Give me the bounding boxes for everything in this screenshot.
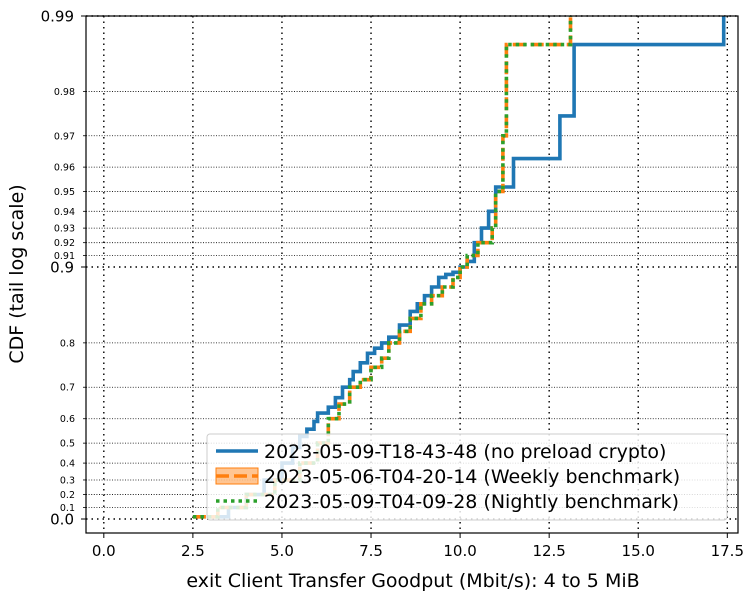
y-axis-label: CDF (tail log scale) xyxy=(6,184,28,363)
y-minor-tick-label: 0.91 xyxy=(54,251,75,262)
y-minor-tick-label: 0.8 xyxy=(60,338,75,349)
legend-label-weekly-benchmark: 2023-05-06-T04-20-14 (Weekly benchmark) xyxy=(264,466,680,488)
x-tick-label: 10.0 xyxy=(443,542,476,560)
y-axis-ticks: 0.1 0.2 0.3 0.4 0.5 0.6 0.7 0.8 0.91 0.92 0.93 0.94… xyxy=(41,8,86,529)
x-tick-label: 0.0 xyxy=(92,542,116,560)
x-tick-label: 17.5 xyxy=(711,542,744,560)
series-nightly-benchmark xyxy=(192,16,573,519)
y-minor-tick-label: 0.7 xyxy=(60,383,75,394)
x-tick-label: 12.5 xyxy=(532,542,565,560)
y-minor-tick-label: 0.95 xyxy=(54,187,75,198)
legend-label-no-preload-crypto: 2023-05-09-T18-43-48 (no preload crypto) xyxy=(264,441,666,463)
x-axis-ticks: 0.0 2.5 5.0 7.5 10.0 12.5 15.0 17.5 xyxy=(92,533,744,560)
y-minor-tick-label: 0.98 xyxy=(54,87,75,98)
x-axis-label: exit Client Transfer Goodput (Mbit/s): 4… xyxy=(186,570,639,592)
y-minor-tick-label: 0.94 xyxy=(54,207,75,218)
y-minor-tick-label: 0.5 xyxy=(60,439,75,450)
y-minor-tick-label: 0.6 xyxy=(60,414,75,425)
y-major-tick-label: 0.0 xyxy=(50,511,74,529)
x-tick-label: 15.0 xyxy=(622,542,655,560)
legend-box xyxy=(206,433,728,521)
y-minor-tick-label: 0.4 xyxy=(60,459,75,470)
plot-frame xyxy=(85,15,739,534)
legend-label-nightly-benchmark: 2023-05-09-T04-09-28 (Nightly benchmark) xyxy=(264,491,679,513)
y-minor-tick-label: 0.2 xyxy=(60,490,75,501)
y-minor-tick-label: 0.93 xyxy=(54,224,75,235)
x-tick-label: 7.5 xyxy=(359,542,383,560)
y-minor-tick-label: 0.1 xyxy=(60,503,75,514)
y-major-tick-label: 0.9 xyxy=(50,259,74,277)
legend: 2023-05-09-T18-43-48 (no preload crypto)… xyxy=(206,433,728,521)
y-minor-tick-label: 0.96 xyxy=(54,163,75,174)
x-tick-label: 5.0 xyxy=(270,542,294,560)
y-minor-tick-label: 0.3 xyxy=(60,475,75,486)
y-minor-tick-label: 0.97 xyxy=(54,131,75,142)
y-minor-tick-label: 0.92 xyxy=(54,238,75,249)
y-major-tick-label: 0.99 xyxy=(41,8,74,26)
x-tick-label: 2.5 xyxy=(181,542,205,560)
